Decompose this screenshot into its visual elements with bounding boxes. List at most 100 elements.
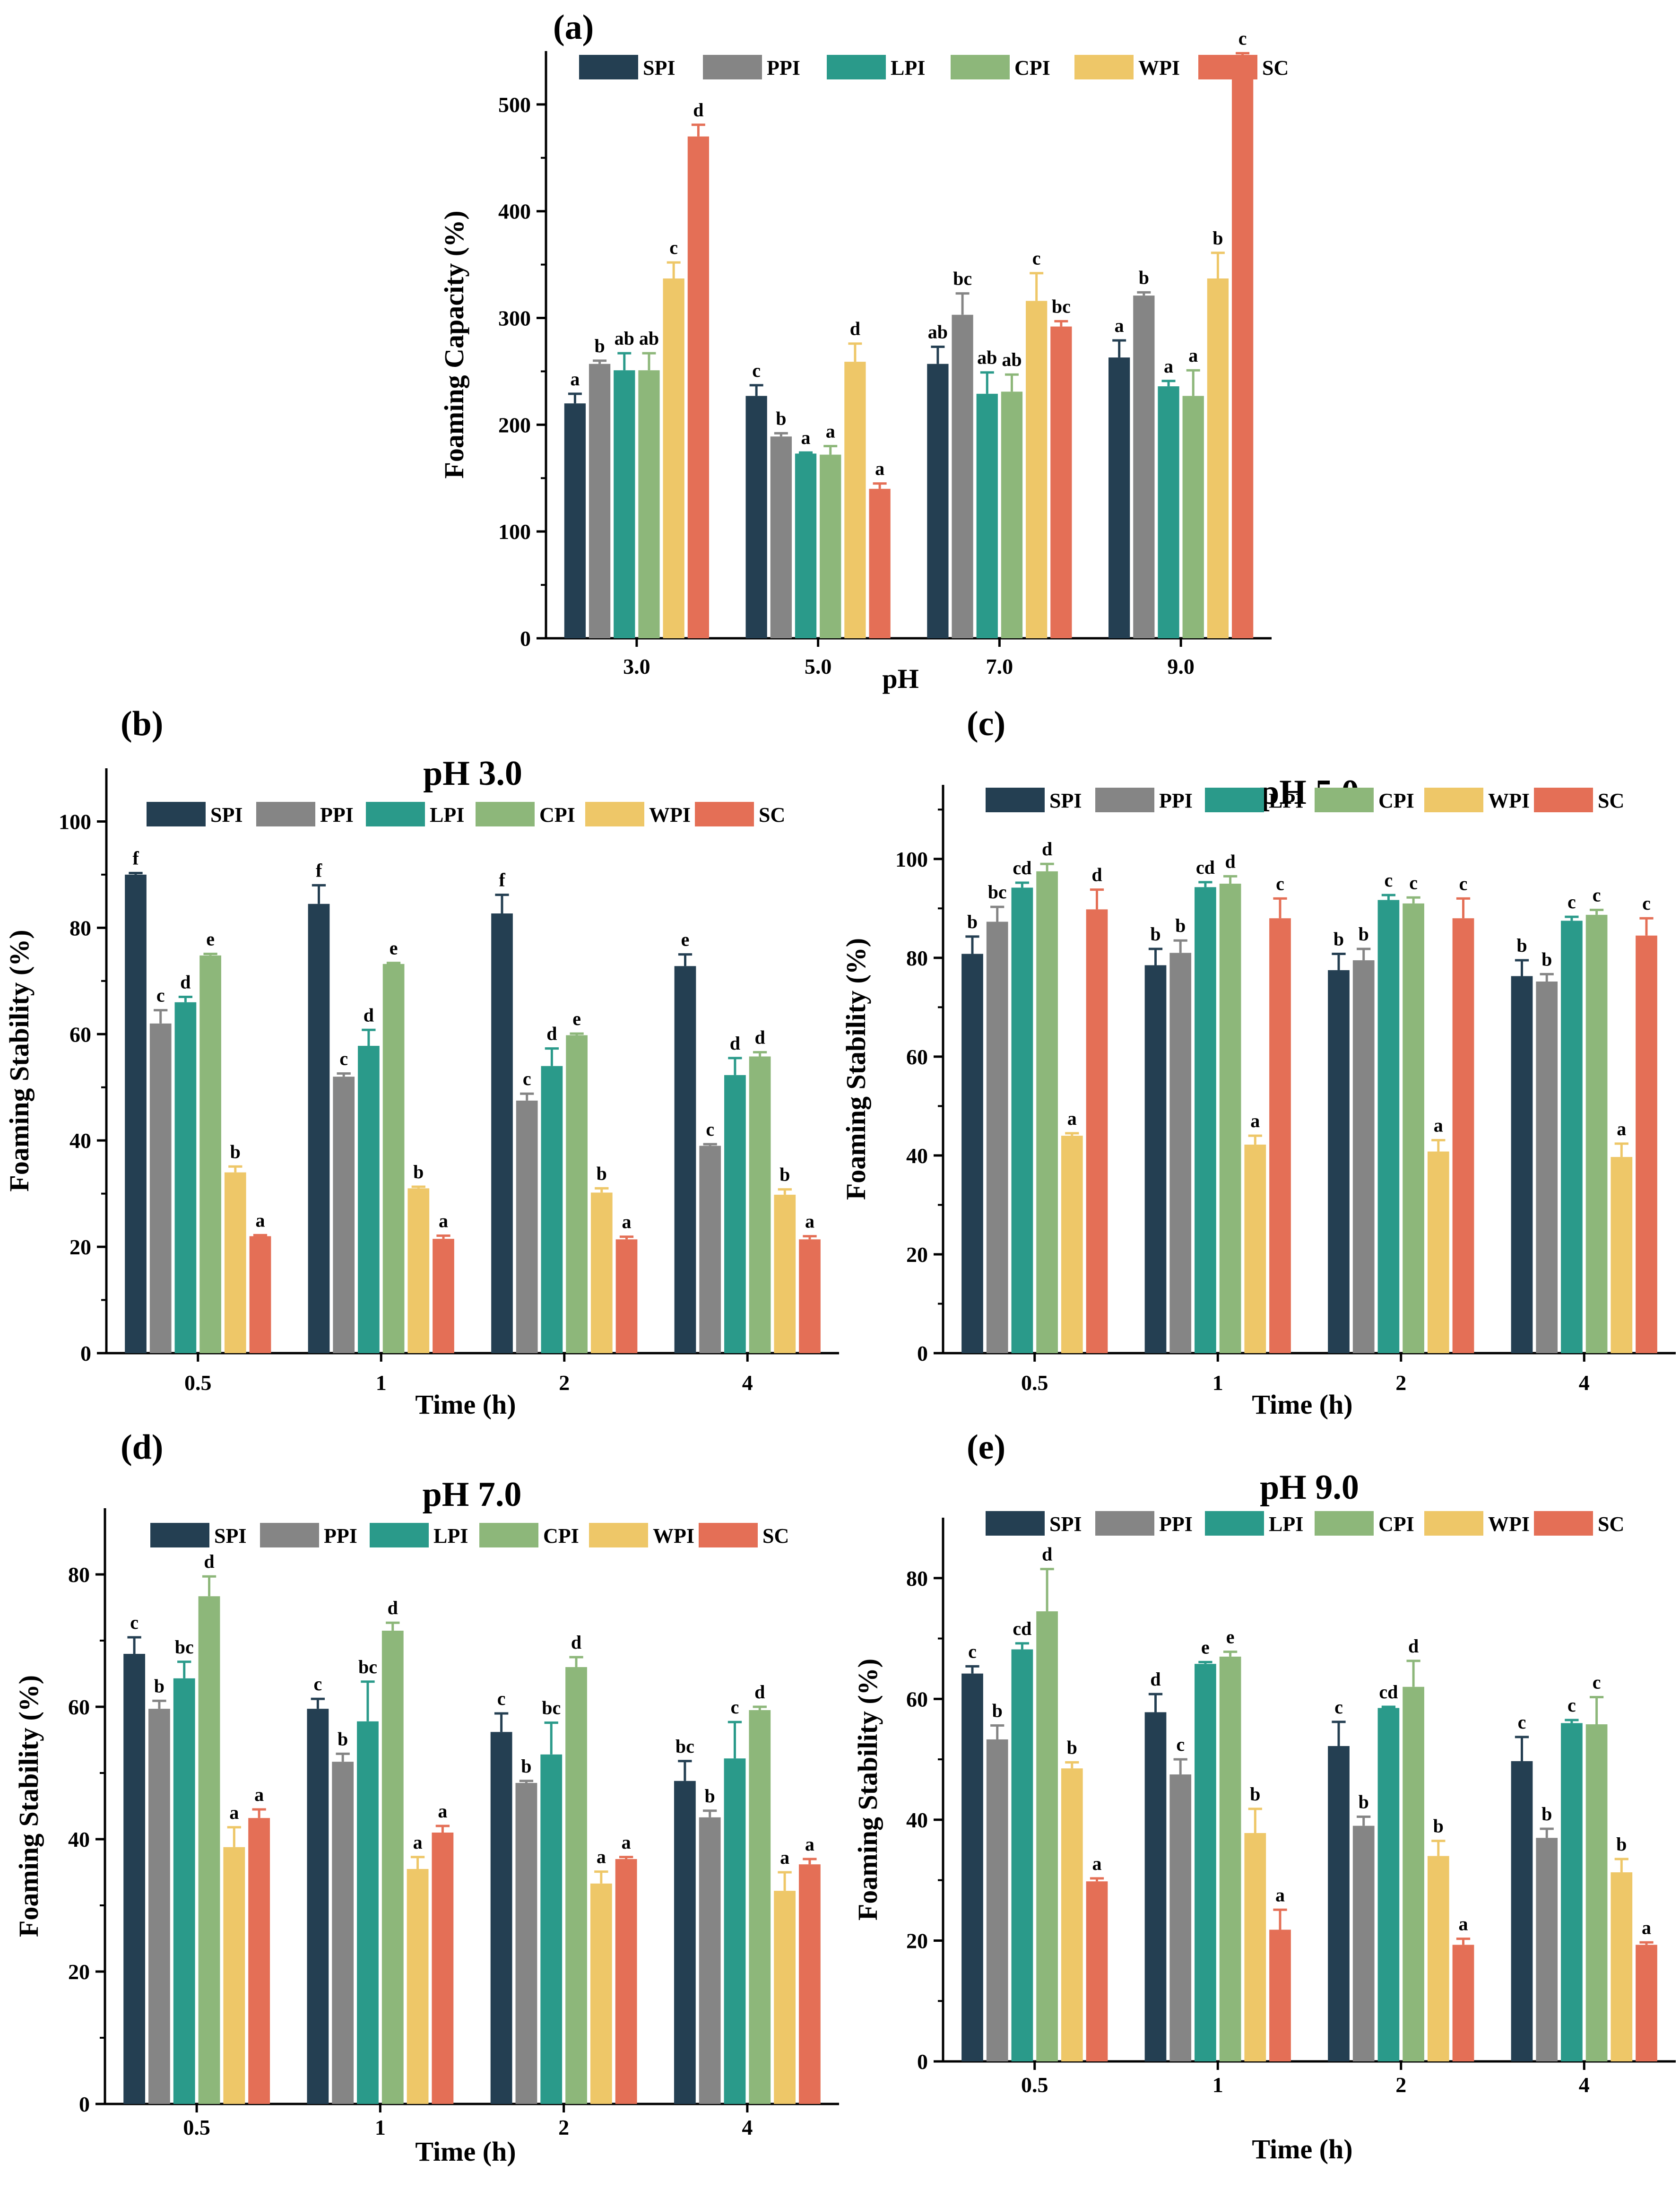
x-tick-label: 4: [742, 2115, 753, 2139]
significance-letter: b: [521, 1755, 531, 1777]
significance-letter: c: [706, 1119, 714, 1140]
significance-letter: c: [156, 985, 165, 1006]
significance-letter: d: [571, 1632, 581, 1653]
significance-letter: a: [1092, 1853, 1102, 1874]
bar-ppi: [770, 436, 792, 638]
legend-label-cpi: CPI: [539, 803, 575, 826]
significance-letter: f: [316, 860, 322, 881]
panel-label-e: (e): [967, 1428, 1005, 1467]
y-tick-label: 60: [906, 1687, 928, 1711]
bar-wpi: [1427, 1151, 1449, 1353]
chart-title-e: pH 9.0: [1260, 1468, 1359, 1507]
x-tick-label: 2: [1395, 1371, 1406, 1395]
significance-letter: a: [413, 1832, 423, 1853]
significance-letter: c: [1276, 873, 1284, 894]
bar-wpi: [1244, 1144, 1266, 1353]
legend-label-spi: SPI: [1049, 789, 1082, 812]
y-tick-label: 100: [498, 520, 531, 544]
bar-ppi: [986, 921, 1008, 1353]
y-tick-label: 0: [917, 2050, 928, 2074]
bar-cpi: [1585, 1724, 1608, 2061]
significance-letter: b: [597, 1163, 607, 1184]
significance-letter: a: [229, 1802, 239, 1823]
significance-letter: cd: [1013, 1618, 1031, 1639]
significance-letter: a: [1459, 1913, 1468, 1935]
significance-letter: b: [1175, 915, 1186, 936]
bar-wpi: [774, 1194, 796, 1353]
legend-swatch-wpi: [589, 1523, 648, 1547]
significance-letter: a: [1642, 1917, 1651, 1938]
bar-lpi: [541, 1066, 563, 1353]
significance-letter: b: [1359, 923, 1369, 945]
significance-letter: a: [875, 458, 884, 479]
bar-sc: [1636, 935, 1657, 1353]
legend-swatch-lpi: [1205, 788, 1264, 812]
legend-label-wpi: WPI: [653, 1524, 694, 1547]
y-tick-label: 500: [498, 93, 531, 117]
significance-letter: c: [1642, 893, 1651, 914]
bar-cpi: [1036, 871, 1058, 1353]
legend-swatch-sc: [699, 1523, 758, 1547]
significance-letter: d: [693, 99, 703, 121]
bar-ppi: [986, 1739, 1008, 2061]
significance-letter: c: [1593, 884, 1601, 905]
bar-lpi: [724, 1758, 746, 2104]
y-tick-label: 40: [906, 1808, 928, 1832]
legend-label-spi: SPI: [1049, 1512, 1082, 1536]
bar-lpi: [1011, 887, 1033, 1353]
bar-lpi: [976, 393, 998, 638]
significance-letter: a: [805, 1211, 814, 1232]
bar-cpi: [1585, 914, 1608, 1353]
bar-ppi: [516, 1100, 538, 1353]
legend-label-spi: SPI: [643, 56, 675, 79]
significance-letter: c: [1385, 869, 1393, 891]
significance-letter: e: [206, 928, 215, 949]
legend-label-lpi: LPI: [1269, 789, 1303, 812]
x-axis-label-a: pH: [882, 663, 918, 694]
bar-wpi: [1061, 1136, 1083, 1353]
bar-lpi: [1011, 1649, 1033, 2061]
bar-spi: [1511, 1761, 1533, 2061]
significance-letter: a: [254, 1784, 264, 1805]
significance-letter: c: [1567, 1695, 1576, 1716]
legend-swatch-cpi: [476, 802, 535, 826]
legend-swatch-ppi: [1095, 1511, 1154, 1536]
significance-letter: a: [805, 1834, 814, 1855]
bar-spi: [123, 1654, 146, 2104]
bar-cpi: [638, 370, 660, 638]
legend-c: SPI PPI LPI CPI WPI SC: [986, 788, 1624, 812]
x-tick-label: 0.5: [1021, 2073, 1048, 2097]
significance-letter: a: [1164, 356, 1173, 377]
bar-lpi: [1195, 887, 1216, 1353]
bar-wpi: [1244, 1833, 1266, 2061]
bar-cpi: [1182, 396, 1204, 638]
significance-letter: ab: [615, 328, 634, 349]
legend-label-lpi: LPI: [891, 56, 925, 79]
x-tick-label: 1: [1212, 2073, 1223, 2097]
y-tick-label: 100: [895, 847, 928, 871]
y-axis-label-e: Foaming Stability (%): [852, 1659, 883, 1921]
bar-sc: [799, 1239, 821, 1353]
bar-sc: [798, 1864, 821, 2104]
bar-sc: [433, 1239, 454, 1353]
significance-letter: d: [1091, 864, 1102, 886]
significance-letter: d: [1225, 851, 1235, 872]
significance-letter: b: [1139, 267, 1149, 288]
significance-letter: e: [681, 929, 690, 950]
significance-letter: bc: [542, 1697, 561, 1719]
bar-lpi: [174, 1002, 197, 1353]
significance-letter: d: [1042, 1544, 1052, 1565]
bar-sc: [249, 1236, 271, 1353]
significance-letter: b: [1359, 1791, 1369, 1813]
bar-lpi: [358, 1046, 380, 1353]
significance-letter: d: [850, 318, 860, 339]
bar-lpi: [1377, 1708, 1400, 2061]
bar-ppi: [1133, 295, 1155, 638]
legend-label-spi: SPI: [214, 1524, 246, 1547]
significance-letter: a: [1434, 1115, 1443, 1136]
significance-letter: a: [801, 427, 811, 448]
significance-letter: cd: [1196, 857, 1215, 878]
bar-wpi: [1061, 1768, 1083, 2061]
significance-letter: cd: [1013, 857, 1031, 878]
